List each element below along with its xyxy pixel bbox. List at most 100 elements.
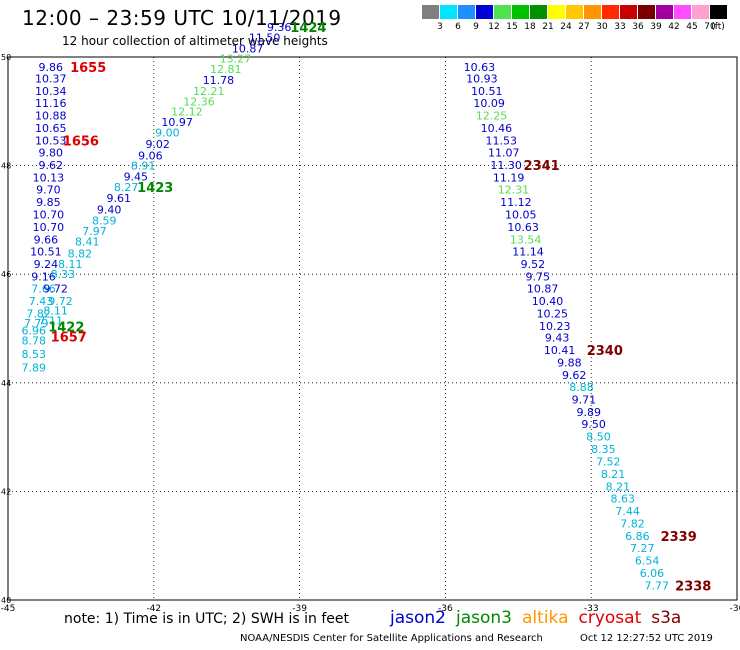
footer-credit: NOAA/NESDIS Center for Satellite Applica…	[240, 633, 543, 644]
wave-height-point: 13.54	[510, 233, 542, 246]
wave-height-point: 7.66	[31, 282, 56, 295]
colorbar-label: 30	[596, 22, 608, 32]
colorbar-swatch	[476, 5, 494, 19]
y-tick-label: 46	[1, 270, 11, 279]
wave-height-point: 9.62	[39, 159, 64, 172]
pass-time-label: 1655	[70, 61, 106, 76]
wave-height-point: 10.63	[507, 221, 539, 234]
wave-height-point: 9.16	[31, 270, 56, 283]
wave-height-point: 6.06	[640, 567, 665, 580]
colorbar-label: 15	[506, 22, 518, 32]
wave-height-point: 9.88	[557, 357, 582, 370]
wave-height-point: 10.63	[464, 61, 496, 74]
colorbar-swatch	[440, 5, 458, 19]
wave-height-point: 9.71	[572, 394, 597, 407]
y-tick-label: 40	[1, 596, 11, 605]
wave-height-point: 9.86	[39, 61, 64, 74]
x-tick-label: -30	[730, 604, 740, 614]
wave-height-point: 10.41	[544, 344, 576, 357]
wave-height-point: 8.91	[131, 160, 156, 173]
colorbar-label: 42	[668, 22, 680, 32]
wave-height-point: 9.02	[145, 138, 170, 151]
wave-height-point: 10.65	[35, 122, 67, 135]
wave-height-point: 8.41	[75, 236, 100, 249]
wave-height-point: 12.81	[210, 63, 242, 76]
colorbar-label: 18	[524, 22, 536, 32]
wave-height-point: 12.36	[183, 96, 215, 109]
wave-height-point: 9.50	[581, 418, 606, 431]
wave-height-point: 10.97	[161, 116, 193, 129]
colorbar-label: 6	[455, 22, 461, 32]
colorbar-swatch	[566, 5, 584, 19]
wave-height-point: 12.21	[193, 85, 225, 98]
wave-height-point: 9.85	[36, 196, 61, 209]
wave-height-point: 7.82	[620, 517, 645, 530]
wave-height-point: 11.50	[249, 31, 281, 44]
y-tick-label: 42	[1, 487, 11, 496]
colorbar-label: 3	[437, 22, 443, 32]
wave-height-point: 10.53	[35, 135, 67, 148]
colorbar-swatch	[512, 5, 530, 19]
wave-height-point: 7.52	[596, 456, 621, 469]
wave-height-point: 10.05	[505, 208, 537, 221]
wave-height-point: 7.11	[39, 314, 64, 327]
wave-height-point: 8.78	[22, 334, 47, 347]
colorbar-unit-label: (ft)	[711, 22, 725, 32]
wave-height-point: 9.43	[545, 332, 570, 345]
pass-time-label: 1657	[51, 331, 87, 346]
wave-height-point: 10.13	[33, 172, 65, 185]
wave-height-point: 7.97	[82, 225, 107, 238]
wave-height-point: 12.31	[498, 183, 530, 196]
x-tick-label: -45	[1, 604, 16, 614]
wave-height-point: 10.87	[232, 42, 264, 55]
satellite-legend-s3a: s3a	[651, 608, 682, 628]
wave-height-point: 7.82	[26, 307, 51, 320]
x-tick-label: -42	[146, 604, 161, 614]
y-tick-label: 44	[1, 379, 11, 388]
wave-height-point: 8.35	[591, 443, 616, 456]
wave-height-point: 10.34	[35, 85, 67, 98]
wave-height-point: 11.19	[493, 172, 525, 185]
wave-height-point: 10.88	[35, 110, 67, 123]
y-tick-label: 50	[1, 53, 11, 62]
wave-height-point: 10.40	[532, 295, 564, 308]
wave-height-point: 11.78	[203, 74, 235, 87]
wave-height-point: 7.77	[645, 579, 670, 592]
colorbar-swatch	[422, 5, 440, 19]
wave-height-point: 9.06	[138, 149, 163, 162]
wave-height-point: 8.88	[569, 381, 594, 394]
pass-time-label: 2338	[675, 579, 711, 594]
wave-height-point: 6.86	[625, 530, 650, 543]
pass-time-label: 1423	[137, 181, 173, 196]
plot-frame	[7, 56, 738, 601]
wave-height-point: 8.21	[601, 468, 626, 481]
colorbar-swatch	[494, 5, 512, 19]
satellite-legend-jason3: jason3	[456, 608, 512, 628]
x-tick-label: -33	[584, 604, 599, 614]
wave-height-point: 7.44	[615, 505, 640, 518]
wave-height-point: 9.80	[39, 147, 64, 160]
pass-time-label: 2339	[661, 530, 697, 545]
wave-height-point: 9.72	[43, 282, 68, 295]
colorbar-label: 21	[542, 22, 554, 32]
pass-time-label: 1656	[63, 135, 99, 150]
satellite-legend: jason2 jason3 altika cryosat s3a	[390, 608, 691, 628]
pass-time-label: 2340	[587, 344, 623, 359]
wave-height-point: 10.46	[481, 122, 513, 135]
colorbar-swatch	[656, 5, 674, 19]
chart-subtitle: 12 hour collection of altimeter wave hei…	[62, 34, 328, 48]
colorbar-label: 39	[650, 22, 662, 32]
wave-height-point: 12.12	[171, 105, 203, 118]
wave-height-point: 11.16	[35, 97, 67, 110]
wave-height-point: 8.11	[43, 305, 68, 318]
y-tick-label: 48	[1, 162, 11, 171]
wave-height-point: 10.70	[33, 208, 65, 221]
colorbar-swatch	[530, 5, 548, 19]
colorbar-label: 24	[560, 22, 572, 32]
wave-height-point: 10.93	[466, 73, 498, 86]
wave-height-point: 10.87	[527, 282, 559, 295]
colorbar-label: 9	[473, 22, 479, 32]
wave-height-point: 8.63	[611, 492, 636, 505]
wave-height-point: 10.70	[33, 221, 65, 234]
